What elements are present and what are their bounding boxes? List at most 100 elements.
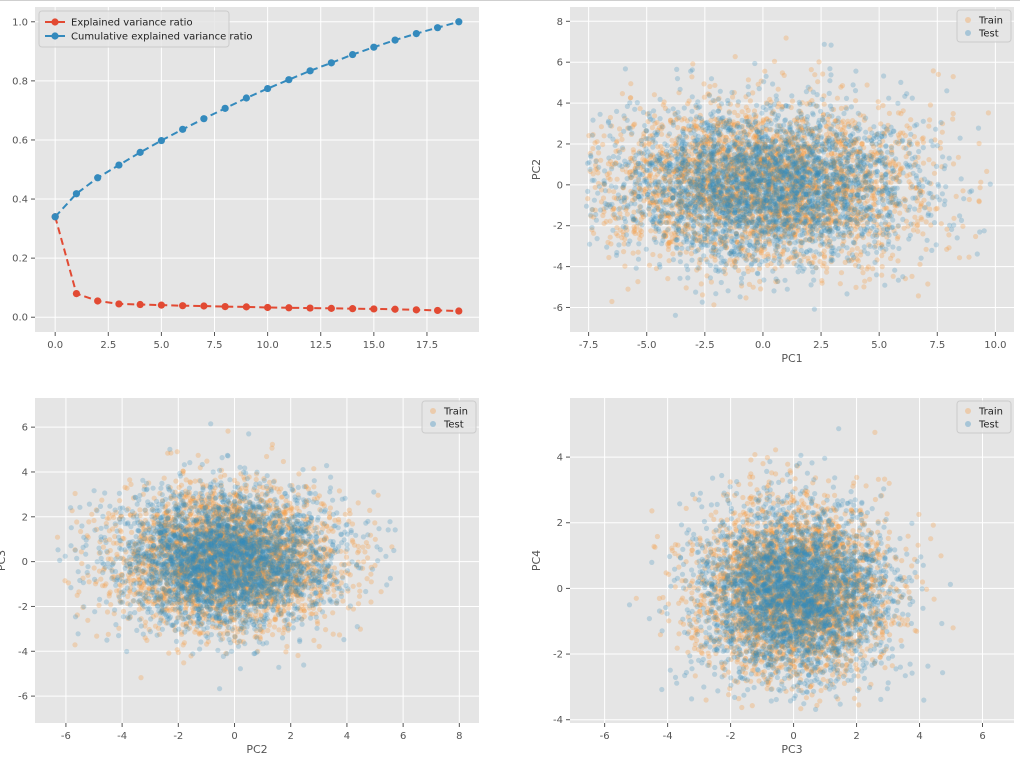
scatter-point — [916, 293, 921, 298]
data-point — [264, 85, 271, 92]
legend-label: Cumulative explained variance ratio — [71, 32, 252, 43]
scatter-point — [926, 124, 931, 129]
scatter-point — [723, 138, 728, 143]
scatter-point — [780, 70, 785, 75]
scatter-point — [865, 138, 870, 143]
scatter-point — [737, 125, 742, 130]
scatter-point — [881, 73, 886, 78]
scatter-point — [767, 127, 772, 132]
scatter-point — [882, 283, 887, 288]
scatter-point — [716, 97, 721, 102]
scatter-point — [671, 106, 676, 111]
data-point — [179, 126, 186, 133]
scatter-point — [872, 239, 877, 244]
scatter-point — [804, 117, 809, 122]
data-point — [328, 59, 335, 66]
scatter-point — [772, 59, 777, 64]
scatter-point — [957, 213, 962, 218]
scatter-point — [942, 163, 947, 168]
scatter-point — [746, 108, 751, 113]
data-point — [137, 301, 144, 308]
scatter-point — [960, 188, 965, 193]
scatter-point — [616, 242, 621, 247]
scatter-point — [841, 235, 846, 240]
scatter-point — [881, 232, 886, 237]
scatter-point — [820, 263, 825, 268]
scatter-point — [853, 285, 858, 290]
scatter-point — [597, 184, 602, 189]
scatter-point — [609, 299, 614, 304]
scatter-point — [876, 105, 881, 110]
scatter-point — [902, 204, 907, 209]
data-point — [349, 51, 356, 58]
scatter-point — [644, 247, 649, 252]
scatter-point — [956, 155, 961, 160]
scatter-point — [973, 234, 978, 239]
data-point — [94, 297, 101, 304]
scatter-point — [978, 180, 983, 185]
scatter-point — [625, 118, 630, 123]
y-tick-label: -4 — [553, 262, 563, 273]
legend-label: Explained variance ratio — [71, 18, 193, 29]
scatter-point — [712, 83, 717, 88]
scatter-point — [600, 142, 605, 147]
scatter-point — [729, 90, 734, 95]
scatter-point — [631, 229, 636, 234]
data-point — [455, 307, 462, 314]
data-point — [115, 161, 122, 168]
data-point — [285, 76, 292, 83]
scatter-point — [624, 232, 629, 237]
scatter-point — [868, 205, 873, 210]
scatter-point — [967, 197, 972, 202]
scatter-point — [700, 292, 705, 297]
scatter-point — [951, 216, 956, 221]
data-point — [307, 67, 314, 74]
scatter-point — [739, 281, 744, 286]
scatter-point — [585, 196, 590, 201]
scatter-point — [855, 246, 860, 251]
scatter-point — [626, 242, 631, 247]
scatter-point — [620, 91, 625, 96]
scatter-point — [908, 233, 913, 238]
scatter-point — [608, 235, 613, 240]
scatter-point — [627, 100, 632, 105]
scatter-point — [746, 84, 751, 89]
data-point — [73, 290, 80, 297]
y-tick-label: 6 — [557, 58, 563, 69]
scatter-point — [666, 108, 671, 113]
y-axis-label: PC2 — [530, 159, 543, 180]
scatter-point — [663, 178, 668, 183]
scatter-point — [933, 127, 938, 132]
scatter-point — [711, 302, 716, 307]
scatter-point — [822, 253, 827, 258]
scatter-point — [853, 88, 858, 93]
scatter-point — [596, 150, 601, 155]
scatter-point — [602, 178, 607, 183]
scatter-point — [733, 54, 738, 59]
scatter-point — [631, 251, 636, 256]
x-tick-label: 7.5 — [207, 340, 223, 351]
scatter-point — [844, 106, 849, 111]
scatter-point — [762, 69, 767, 74]
scatter-point — [879, 273, 884, 278]
scatter-point — [816, 59, 821, 64]
scatter-point — [622, 264, 627, 269]
data-point — [179, 302, 186, 309]
scatter-point — [757, 86, 762, 91]
x-tick-label: -7.5 — [579, 340, 599, 351]
scatter-point — [606, 161, 611, 166]
scatter-point — [861, 284, 866, 289]
scatter-point — [975, 251, 980, 256]
scatter-point — [986, 110, 991, 115]
scatter-point — [602, 168, 607, 173]
scatter-point — [598, 158, 603, 163]
x-tick-label: 12.5 — [310, 340, 332, 351]
scatter-point — [931, 68, 936, 73]
data-point — [137, 149, 144, 156]
scatter-point — [623, 225, 628, 230]
y-tick-label: 1.0 — [12, 17, 28, 28]
scatter-point — [840, 83, 845, 88]
scatter-point — [926, 157, 931, 162]
scatter-point — [921, 140, 926, 145]
